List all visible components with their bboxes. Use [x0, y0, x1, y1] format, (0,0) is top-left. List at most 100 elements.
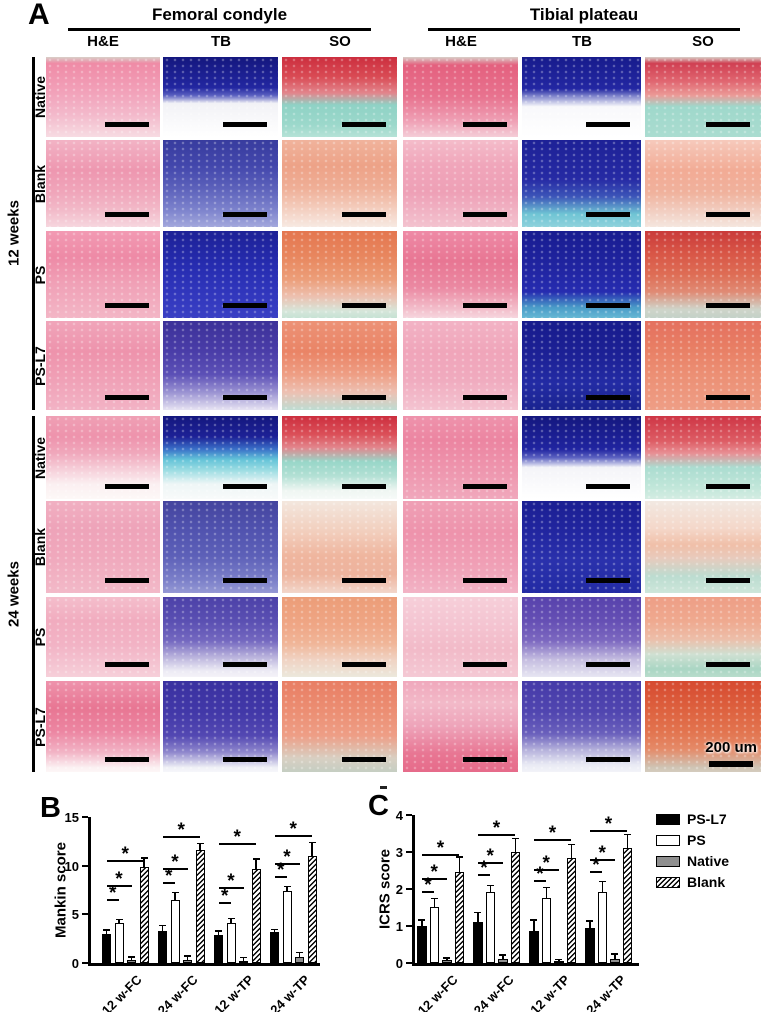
b-y-axis-title: Mankin score — [52, 842, 70, 938]
y-tick — [406, 962, 412, 964]
row-label-12w-psl7: PS-L7 — [32, 345, 48, 386]
error-bar-cap — [271, 928, 278, 930]
tile-12w-psl7-fc-he — [46, 321, 160, 410]
x-axis-line — [412, 963, 639, 966]
y-tick — [406, 814, 412, 816]
bar-ps-12-w-tp — [226, 923, 236, 963]
sig-bracket — [589, 859, 615, 862]
tile-12w-ps-fc-so — [282, 231, 397, 318]
x-axis-line — [88, 963, 320, 966]
tile-24w-psl7-fc-tb — [163, 681, 278, 772]
scale-bar — [586, 212, 630, 217]
scale-bar — [706, 303, 750, 308]
error-bar-cap — [567, 843, 575, 846]
sig-asterisk: * — [289, 818, 297, 840]
sig-asterisk: * — [536, 863, 544, 885]
scale-bar — [105, 484, 149, 489]
error-bar-stem — [161, 926, 164, 931]
y-tick-label: 5 — [71, 907, 79, 923]
bar-blank-24-w-fc — [510, 852, 520, 963]
sig-bracket — [218, 887, 244, 890]
bar-ps-l7-24-w-tp — [270, 931, 279, 963]
sig-asterisk: * — [115, 869, 123, 891]
sig-asterisk: * — [480, 858, 488, 880]
scale-bar — [706, 484, 750, 489]
bar-blank-24-w-tp — [307, 855, 317, 963]
scale-bar — [342, 662, 386, 667]
sig-asterisk: * — [283, 846, 291, 868]
scale-bar — [342, 484, 386, 489]
tile-12w-ps-tp-tb — [522, 231, 641, 318]
tile-12w-native-fc-tb — [163, 57, 278, 137]
bar-ps-l7-24-w-tp — [585, 927, 595, 963]
error-bar-stem — [199, 844, 201, 851]
error-bar-cap — [171, 891, 179, 894]
dash-mark — [380, 786, 387, 789]
bar-ps-l7-12-w-tp — [214, 934, 223, 963]
error-bar-cap — [283, 885, 291, 888]
sig-asterisk: * — [171, 851, 179, 873]
error-bar-cap — [474, 911, 482, 914]
x-category-label-12-w-tp: 12 w-TP — [211, 972, 257, 1012]
stain-header-tp-tb: TB — [572, 33, 592, 50]
sig-bracket — [106, 885, 132, 888]
error-bar-stem — [502, 955, 504, 959]
error-bar-cap — [455, 856, 463, 858]
tile-12w-native-tp-tb — [522, 57, 641, 137]
bar-native-12-w-tp — [554, 961, 564, 964]
error-bar-stem — [446, 958, 448, 961]
scale-bar — [706, 122, 750, 127]
tile-12w-native-fc-so — [282, 57, 397, 137]
tile-24w-psl7-tp-he — [403, 681, 518, 772]
tile-12w-psl7-fc-tb — [163, 321, 278, 410]
tile-24w-blank-fc-so — [282, 501, 397, 593]
scale-bar — [223, 212, 267, 217]
bar-ps-l7-12-w-fc — [417, 926, 427, 963]
scale-bar — [223, 662, 267, 667]
error-bar-cap — [511, 837, 519, 840]
bar-native-12-w-tp — [239, 960, 248, 963]
error-bar-cap — [486, 884, 494, 887]
y-tick — [406, 925, 412, 927]
sig-bracket — [421, 877, 447, 880]
error-bar-cap — [418, 919, 426, 921]
bar-blank-12-w-fc — [454, 872, 464, 963]
x-category-label-24-w-tp: 24 w-TP — [267, 972, 313, 1012]
bar-ps-l7-12-w-tp — [529, 930, 539, 963]
scale-bar — [463, 303, 507, 308]
bar-native-12-w-fc — [127, 960, 136, 963]
scale-bar — [105, 578, 149, 583]
error-bar-stem — [105, 930, 108, 934]
tile-12w-ps-fc-tb — [163, 231, 278, 318]
tile-12w-native-tp-he — [403, 57, 518, 137]
error-bar-stem — [589, 921, 591, 928]
sig-bracket — [589, 870, 603, 873]
tile-12w-ps-fc-he — [46, 231, 160, 318]
bar-ps-l7-24-w-fc — [158, 930, 167, 963]
tissue-texture — [163, 501, 278, 593]
error-bar-stem — [533, 920, 535, 931]
error-bar-cap — [598, 880, 606, 883]
tile-24w-native-tp-tb — [522, 416, 641, 499]
sig-asterisk: * — [424, 874, 432, 896]
legend-label: Native — [687, 853, 730, 869]
error-bar-stem — [433, 899, 435, 907]
error-bar-cap — [542, 886, 550, 889]
tile-12w-native-tp-so — [645, 57, 761, 137]
tile-24w-blank-tp-tb — [522, 501, 641, 593]
x-category-label-12-w-fc: 12 w-FC — [99, 972, 145, 1012]
scale-bar — [223, 395, 267, 400]
legend-swatch-white — [656, 834, 680, 846]
sig-bracket — [533, 839, 572, 842]
chart-legend: PS-L7 PS Native Blank — [656, 811, 761, 895]
bar-native-24-w-tp — [295, 957, 304, 963]
error-bar-stem — [130, 957, 133, 961]
sig-asterisk: * — [436, 837, 445, 859]
error-bar-stem — [273, 929, 276, 932]
tissue-texture — [403, 501, 518, 593]
scale-bar — [342, 212, 386, 217]
tile-12w-ps-tp-he — [403, 231, 518, 318]
scale-bar — [586, 484, 630, 489]
tile-24w-blank-tp-so — [645, 501, 761, 593]
